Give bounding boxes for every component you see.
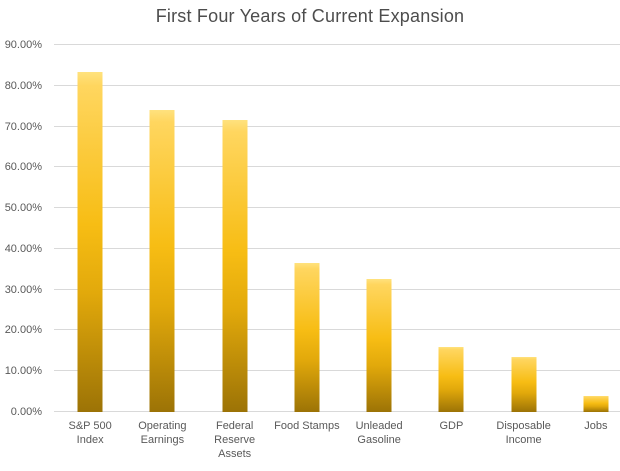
- chart-title: First Four Years of Current Expansion: [155, 6, 465, 26]
- gridline: [54, 329, 620, 331]
- y-tick-label: 30.00%: [4, 283, 42, 296]
- gridline: [54, 247, 620, 249]
- gridline: [54, 125, 620, 127]
- y-tick-label: 80.00%: [4, 79, 42, 92]
- bar-unleaded-gasoline: [366, 279, 392, 412]
- x-tick-label: Operating Earnings: [138, 420, 187, 446]
- x-tick-label: Federal Reserve Assets: [214, 420, 256, 460]
- bar-food-stamps: [294, 263, 320, 412]
- y-tick-label: 60.00%: [4, 161, 42, 174]
- gridline: [54, 207, 620, 209]
- bar-slot: [488, 45, 560, 412]
- y-tick-label: 90.00%: [4, 39, 42, 51]
- x-label-slot: Jobs: [560, 419, 620, 433]
- gridline: [54, 370, 620, 372]
- bar-slot: [271, 45, 343, 412]
- x-tick-label: Jobs: [584, 420, 608, 432]
- bar-slot: [560, 45, 620, 412]
- x-label-slot: S&P 500 Index: [54, 419, 126, 447]
- y-tick-label: 50.00%: [4, 202, 42, 215]
- gridline: [54, 44, 620, 45]
- plot-area: [54, 44, 620, 412]
- bar-disposable-income: [511, 356, 537, 412]
- gridline: [54, 84, 620, 86]
- y-tick-label: 10.00%: [4, 365, 42, 378]
- x-tick-label: Unleaded Gasoline: [355, 420, 403, 446]
- bar-slot: [415, 45, 487, 412]
- bar-gdp: [438, 346, 464, 412]
- y-tick-label: 70.00%: [4, 120, 42, 133]
- x-tick-label: GDP: [439, 420, 464, 432]
- x-axis-labels: S&P 500 Index Operating Earnings Federal R…: [54, 419, 620, 471]
- bar-slot: [199, 45, 271, 412]
- bar-s-p-500-index: [77, 71, 103, 412]
- x-tick-label: Food Stamps: [274, 420, 340, 432]
- y-tick-label: 20.00%: [4, 324, 42, 337]
- bar-federal-reserve-assets: [222, 120, 248, 412]
- y-tick-label: 0.00%: [10, 406, 42, 418]
- gridline: [54, 288, 620, 290]
- bar-jobs: [583, 395, 609, 412]
- gridline: [54, 166, 620, 168]
- bar-slot: [126, 45, 198, 412]
- bar-slot: [343, 45, 415, 412]
- x-label-slot: Federal Reserve Assets: [199, 419, 271, 461]
- y-tick-label: 40.00%: [4, 242, 42, 255]
- x-label-slot: Food Stamps: [271, 419, 343, 433]
- x-tick-label: S&P 500 Index: [68, 420, 112, 446]
- bar-slot: [54, 45, 126, 412]
- x-label-slot: Operating Earnings: [126, 419, 198, 447]
- bar-operating-earnings: [149, 110, 175, 412]
- y-axis-labels: 0.00% 10.00% 20.00% 30.00% 40.00% 50.00% 60.00…: [0, 39, 48, 418]
- x-label-slot: Unleaded Gasoline: [343, 419, 415, 447]
- x-axis-line: [54, 411, 620, 412]
- x-label-slot: GDP: [415, 419, 487, 433]
- x-tick-label: Disposable Income: [496, 420, 551, 446]
- x-label-slot: Disposable Income: [488, 419, 560, 447]
